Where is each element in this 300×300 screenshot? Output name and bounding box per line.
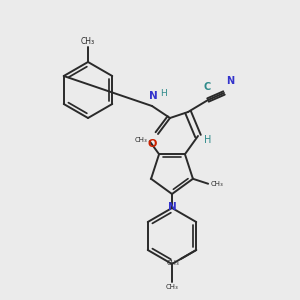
- Text: C: C: [203, 82, 211, 92]
- Text: N: N: [226, 76, 234, 86]
- Text: N: N: [168, 202, 176, 212]
- Text: N: N: [148, 91, 158, 101]
- Text: CH₃: CH₃: [81, 37, 95, 46]
- Text: H: H: [204, 135, 212, 145]
- Text: CH₃: CH₃: [166, 284, 178, 290]
- Text: CH₃: CH₃: [167, 260, 180, 266]
- Text: H: H: [160, 89, 167, 98]
- Text: CH₃: CH₃: [210, 181, 223, 187]
- Text: O: O: [147, 139, 157, 149]
- Text: CH₃: CH₃: [135, 137, 148, 143]
